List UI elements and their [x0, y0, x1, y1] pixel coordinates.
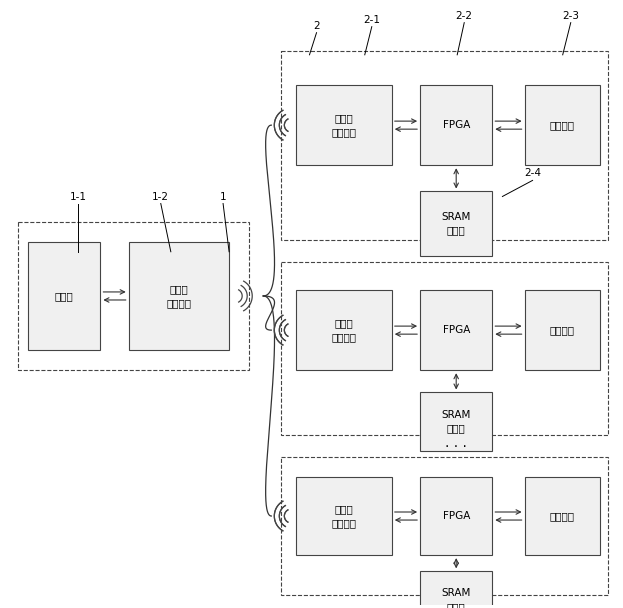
Bar — [420, 290, 492, 370]
Bar — [282, 457, 608, 595]
Text: 2-4: 2-4 — [524, 168, 541, 178]
Text: SRAM
存储器: SRAM 存储器 — [442, 410, 471, 434]
Bar — [525, 290, 600, 370]
Text: 上位机
蓝牙模块: 上位机 蓝牙模块 — [166, 284, 191, 308]
Bar — [420, 477, 492, 555]
Text: 上位机: 上位机 — [55, 291, 74, 301]
Text: SRAM
存储器: SRAM 存储器 — [442, 212, 471, 236]
Text: 功能设备: 功能设备 — [549, 511, 574, 521]
Bar — [297, 477, 392, 555]
Bar — [420, 392, 492, 451]
Bar — [420, 572, 492, 608]
Bar — [525, 85, 600, 165]
Text: 1: 1 — [220, 192, 226, 201]
Bar — [420, 192, 492, 256]
Text: 2-1: 2-1 — [363, 15, 380, 25]
Text: 下位机
蓝牙模块: 下位机 蓝牙模块 — [331, 113, 356, 137]
Text: 功能设备: 功能设备 — [549, 325, 574, 335]
Bar — [297, 85, 392, 165]
Bar — [525, 477, 600, 555]
Text: 下位机
蓝牙模块: 下位机 蓝牙模块 — [331, 504, 356, 528]
Text: FPGA: FPGA — [442, 325, 470, 335]
Text: . . .: . . . — [445, 436, 467, 450]
Bar — [18, 221, 249, 370]
Bar — [128, 242, 229, 350]
Bar — [282, 262, 608, 435]
Text: 2: 2 — [313, 21, 320, 30]
Text: 2-2: 2-2 — [456, 10, 473, 21]
Text: 1-1: 1-1 — [70, 192, 87, 201]
Bar — [420, 85, 492, 165]
Text: 1-2: 1-2 — [152, 192, 169, 201]
Text: 下位机
蓝牙模块: 下位机 蓝牙模块 — [331, 318, 356, 342]
Text: FPGA: FPGA — [442, 120, 470, 130]
Text: FPGA: FPGA — [442, 511, 470, 521]
Text: 2-3: 2-3 — [562, 10, 579, 21]
Bar — [297, 290, 392, 370]
Text: SRAM
存储器: SRAM 存储器 — [442, 589, 471, 608]
Text: 功能设备: 功能设备 — [549, 120, 574, 130]
Bar — [282, 51, 608, 240]
Bar — [28, 242, 100, 350]
